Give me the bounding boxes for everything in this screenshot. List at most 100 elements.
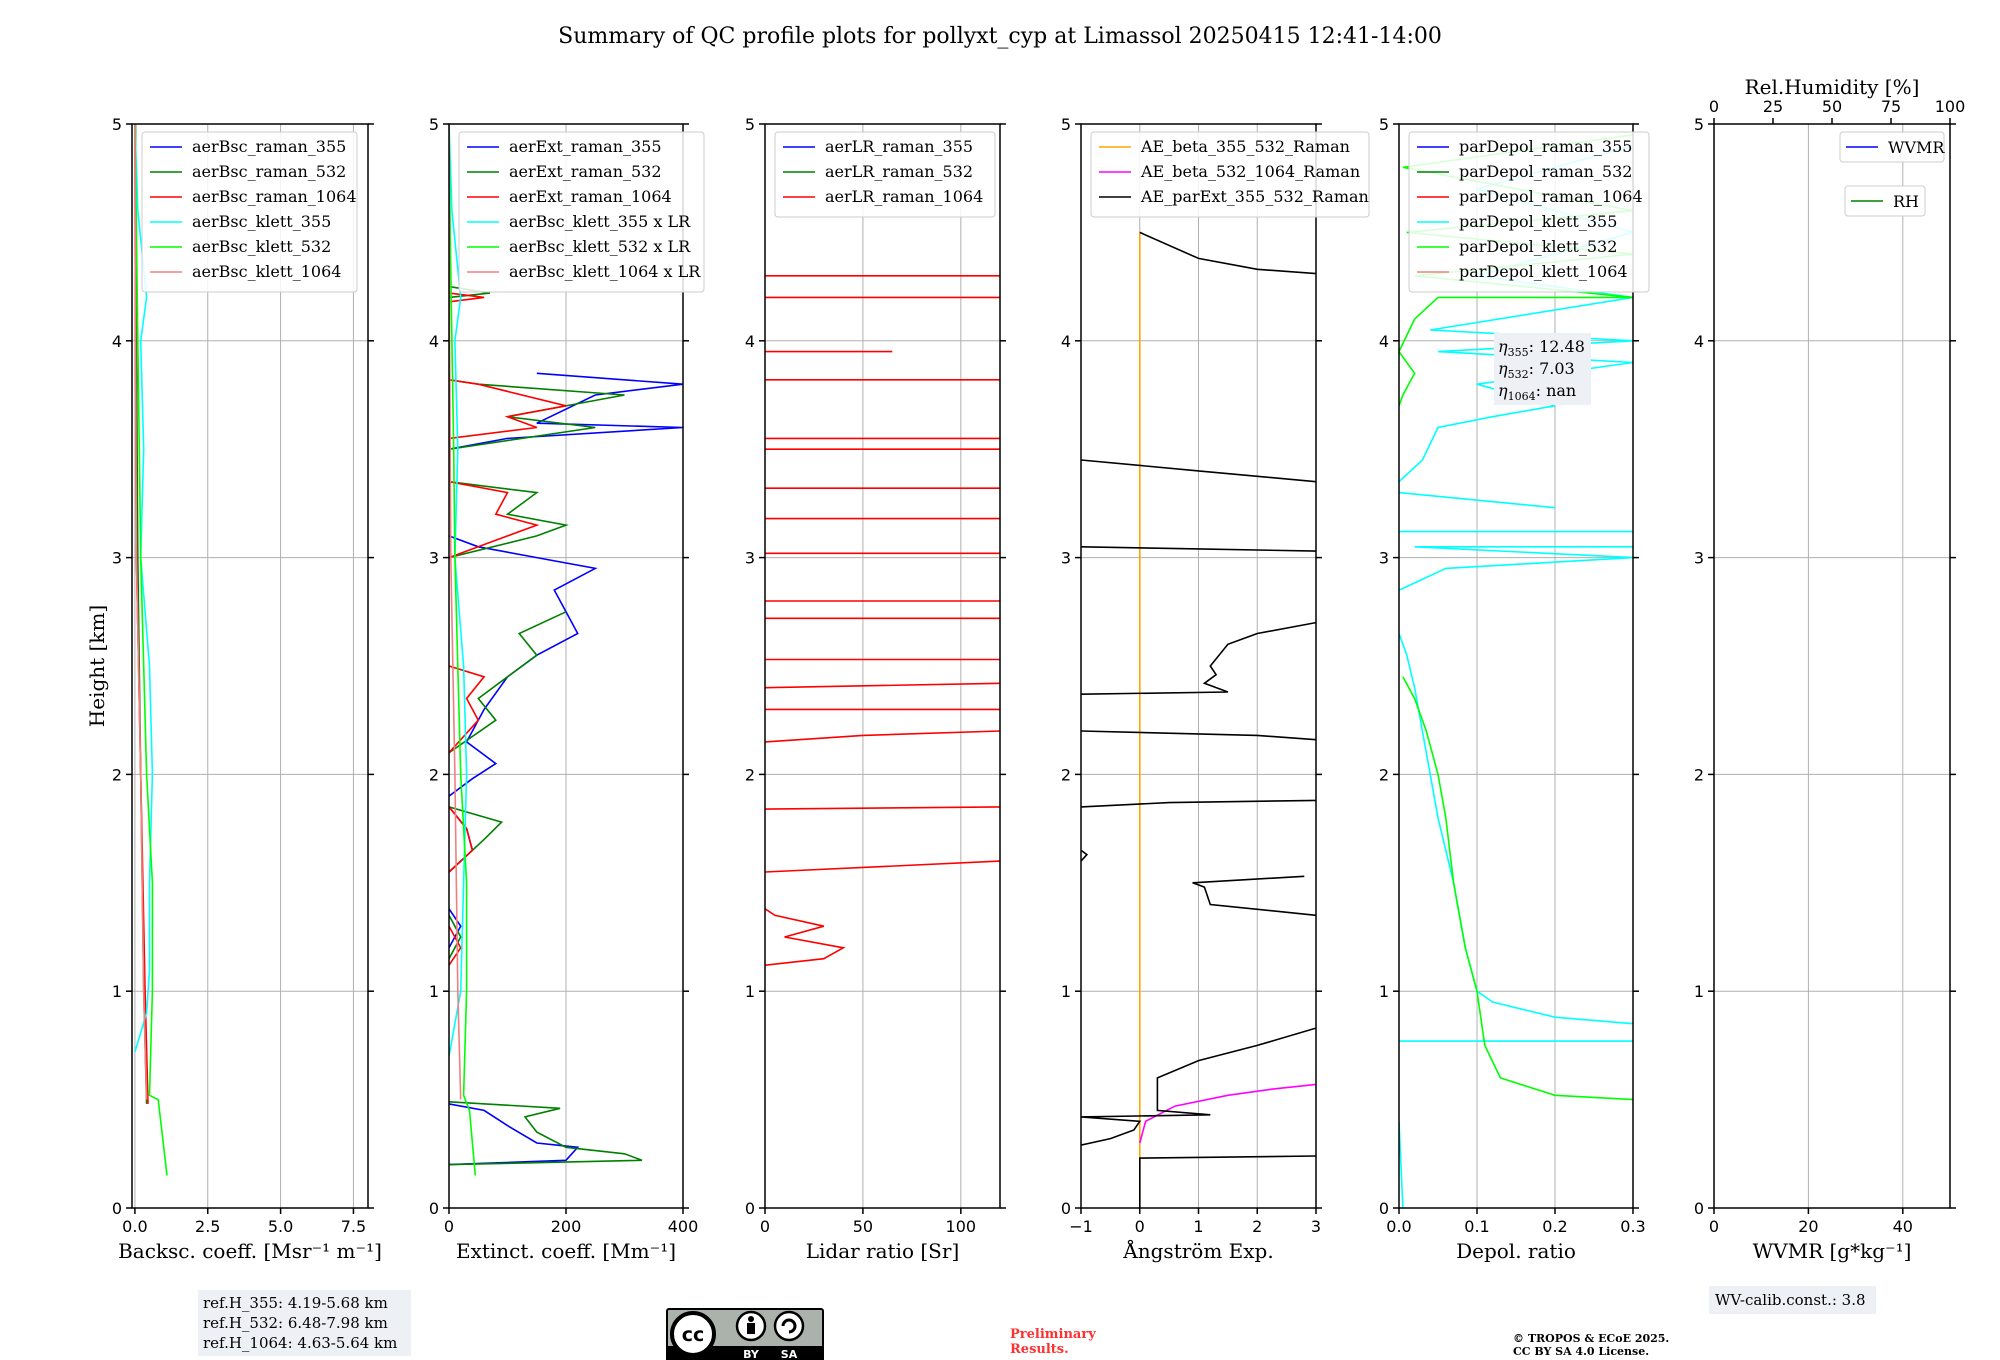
backscatter-ytick-label-4: 4 [112,332,122,351]
backscatter-ylabel: Height [km] [85,605,109,727]
wvmr-xtick-label-1: 20 [1798,1217,1818,1236]
depol-grid [1399,124,1633,1208]
depol-xtick-label-0: 0.0 [1386,1217,1411,1236]
depol-ytick-label-0: 0 [1379,1199,1389,1218]
panel-wvmr: 0 20 40 0 1 2 3 4 5 WVMR [g*kg⁻¹] 0 25 50 75 100 Rel.Hu… [1694,75,1965,1263]
backscatter-xlabel: Backsc. coeff. [Msr⁻¹ m⁻¹] [118,1239,382,1263]
wvmr-axes-frame [1713,123,1951,1209]
legend-entry-rh: RH [1844,185,1926,217]
legend-label-pardepol-raman-1064: parDepol_raman_1064 [1459,187,1643,206]
lidar_ratio-ytick-label-4: 4 [745,332,755,351]
series-line-aerlr-raman-1064 [765,275,1000,966]
depol-xlabel: Depol. ratio [1456,1239,1576,1263]
copyright-line-2: CC BY SA 4.0 License. [1513,1345,1649,1358]
wvmr-xlabel: WVMR [g*kg⁻¹] [1753,1239,1912,1263]
extinction-ytick-label-2: 2 [429,765,439,784]
wvmr-xtick-label-2: 40 [1893,1217,1913,1236]
sa-icon-arrow [781,1318,797,1334]
backscatter-ytick-label-1: 1 [112,982,122,1001]
extinction-ytick-label-3: 3 [429,549,439,568]
legend-label-ae-beta-532-1064-raman: AE_beta_532_1064_Raman [1140,162,1360,181]
legend-label-aerbsc-raman-355: aerBsc_raman_355 [192,137,346,156]
backscatter-xtick-label-0: 0.0 [122,1217,147,1236]
angstrom-ytick-label-1: 1 [1061,982,1071,1001]
eta-label-0: η355: 12.48 [1498,337,1585,359]
depol-ytick-label-4: 4 [1379,332,1389,351]
legend-label-aerbsc-klett-532-x-lr: aerBsc_klett_532 x LR [509,237,691,256]
ref-height-532: ref.H_532: 6.48-7.98 km [203,1314,388,1332]
figure-title: Summary of QC profile plots for pollyxt_… [558,24,1442,49]
sa-label: SA [781,1348,798,1360]
reference-height-box: ref.H_355: 4.19-5.68 km ref.H_532: 6.48-… [198,1290,411,1356]
footer: ref.H_355: 4.19-5.68 km ref.H_532: 6.48-… [198,1286,1876,1360]
backscatter-ytick-label-3: 3 [112,549,122,568]
wvmr-ticks [1708,123,1956,1214]
angstrom-xtick-label-3: 2 [1252,1217,1262,1236]
legend-label-aerext-raman-1064: aerExt_raman_1064 [509,187,672,206]
lidar_ratio-xtick-label-1: 50 [853,1217,873,1236]
angstrom-xlabel: Ångström Exp. [1122,1238,1273,1263]
by-label: BY [743,1348,760,1360]
lidar_ratio-ticks [759,123,1006,1214]
legend-label-wvmr: WVMR [1888,138,1945,157]
lidar_ratio-ytick-label-2: 2 [745,765,755,784]
eta-label-2: η1064: nan [1498,381,1576,403]
extinction-xtick-label-0: 0 [444,1217,454,1236]
lidar_ratio-xlabel: Lidar ratio [Sr] [806,1239,960,1263]
angstrom-series-group [1081,231,1316,1208]
series-line-pardepol-klett-532 [1399,134,1633,1101]
panel-backscatter: 0.0 2.5 5.0 7.5 0 1 2 3 4 5 Backsc. coeff. [Msr⁻¹ … [85,115,382,1263]
depol-ytick-label-3: 3 [1379,549,1389,568]
angstrom-xtick-label-1: 0 [1135,1217,1145,1236]
depol-ytick-label-1: 1 [1379,982,1389,1001]
sa-icon [773,1310,805,1342]
angstrom-xtick-label-2: 1 [1193,1217,1203,1236]
series-line-pardepol-klett-355 [1399,144,1633,1208]
legend-label-aerbsc-klett-532: aerBsc_klett_532 [192,237,331,256]
legend-label-aerbsc-raman-1064: aerBsc_raman_1064 [192,187,357,206]
series-line-ae-beta-532-1064-raman [1139,1083,1316,1144]
backscatter-legend: aerBsc_raman_355 aerBsc_raman_532 aerBsc_r… [141,131,358,293]
legend-entry-wvmr: WVMR [1839,131,1945,163]
ref-height-355: ref.H_355: 4.19-5.68 km [203,1294,388,1312]
lidar_ratio-series-group [765,275,1000,966]
extinction-ytick-label-0: 0 [429,1199,439,1218]
wvmr-x2tick-label-3: 75 [1881,97,1901,116]
depol-xtick-label-1: 0.1 [1464,1217,1489,1236]
lidar_ratio-ytick-label-0: 0 [745,1199,755,1218]
wvmr-ytick-label-4: 4 [1694,332,1704,351]
extinction-ytick-label-1: 1 [429,982,439,1001]
depol-legend: parDepol_raman_355 parDepol_raman_532 parD… [1408,131,1650,293]
legend-label-pardepol-klett-355: parDepol_klett_355 [1459,212,1617,231]
angstrom-ytick-label-2: 2 [1061,765,1071,784]
series-line-aerbsc-klett-1064 [134,124,148,1100]
legend-label-ae-parext-355-532-raman: AE_parExt_355_532_Raman [1140,187,1369,206]
extinction-ticks [443,123,689,1214]
legend-label-aerbsc-klett-1064: aerBsc_klett_1064 [192,262,341,281]
angstrom-xtick-label-0: −1 [1069,1217,1093,1236]
cc-icon [670,1311,716,1357]
legend-label-aerbsc-klett-355-x-lr: aerBsc_klett_355 x LR [509,212,691,231]
panel-lidar_ratio: 0 50 100 0 1 2 3 4 5 Lidar ratio [Sr] aerLR_raman_… [745,115,1006,1263]
wvmr-ytick-label-3: 3 [1694,549,1704,568]
extinction-ytick-label-5: 5 [429,115,439,134]
lidar_ratio-legend-box [774,131,996,218]
angstrom-ytick-label-0: 0 [1061,1199,1071,1218]
backscatter-ticks [126,123,374,1214]
series-line-aerext-raman-532 [449,285,643,1166]
wvmr-x2label: Rel.Humidity [%] [1745,75,1920,99]
depol-ytick-label-5: 5 [1379,115,1389,134]
wvmr-ytick-label-5: 5 [1694,115,1704,134]
lidar_ratio-legend: aerLR_raman_355 aerLR_raman_532 aerLR_rama… [774,131,996,218]
reference-height-box-bg [198,1290,411,1356]
depol-axes-frame [1398,123,1634,1209]
depol-xtick-label-2: 0.2 [1542,1217,1567,1236]
wvmr-xtick-label-0: 0 [1709,1217,1719,1236]
angstrom-ytick-label-4: 4 [1061,332,1071,351]
wvmr-top-ticks [1713,118,1951,124]
lidar_ratio-ytick-label-3: 3 [745,549,755,568]
extinction-legend: aerExt_raman_355 aerExt_raman_532 aerExt_r… [458,131,705,293]
legend-label-aerbsc-raman-532: aerBsc_raman_532 [192,162,346,181]
wvmr-ytick-label-1: 1 [1694,982,1704,1001]
